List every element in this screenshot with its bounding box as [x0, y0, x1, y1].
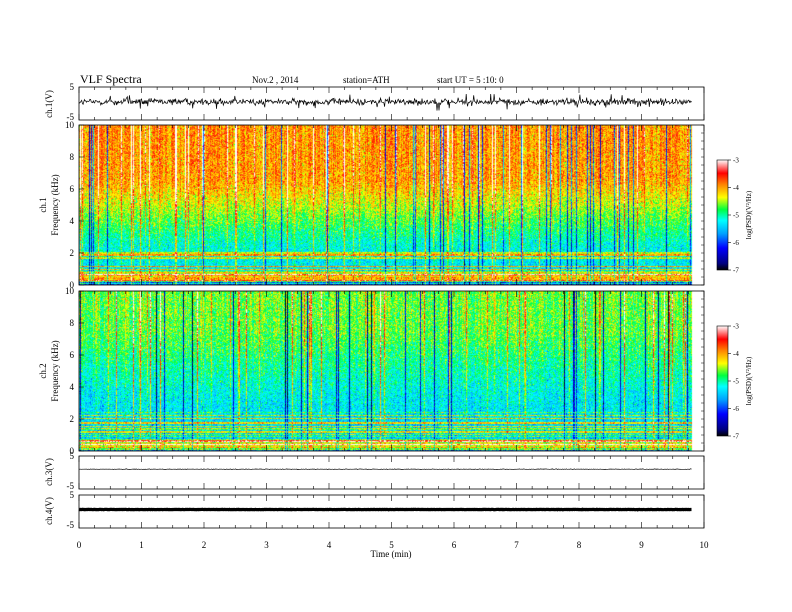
station-label: station=ATH: [343, 75, 390, 85]
ch2-colorbar-ticks: -3 -4 -5 -6 -7: [728, 323, 739, 441]
ch3-waveform-ylabel: ch.3(V): [44, 458, 54, 486]
freq-tick-label-6: 6: [70, 184, 75, 194]
ch1-spectrogram-panel: 0 2 4 6 8 10 ch.1 Frequency (kHz): [38, 120, 705, 290]
ch2-spectrogram-yticks: 0 2 4 6 8 10: [65, 286, 704, 456]
freq-tick-label-4: 4: [70, 382, 75, 392]
time-tick-label-10: 10: [700, 540, 710, 550]
ch3-waveform-xticks: [78, 456, 705, 489]
freq-tick-label-10: 10: [65, 120, 75, 130]
colorbar-tick-label--3: -3: [733, 323, 739, 331]
date-label: Nov.2 , 2014: [252, 75, 299, 85]
colorbar-tick-label--6: -6: [733, 239, 739, 247]
time-tick-label-6: 6: [452, 540, 457, 550]
ch3-ytick-top: 5: [70, 451, 75, 461]
freq-tick-label-6: 6: [70, 350, 75, 360]
ch3-waveform-panel: 5 -5 ch.3(V): [44, 451, 705, 491]
ch2-spectrogram-image: [79, 291, 704, 451]
ch2-colorbar-label: log(PSD)(V²/Hz): [745, 356, 753, 405]
freq-tick-label-10: 10: [65, 286, 75, 296]
colorbar-tick-label--3: -3: [733, 157, 739, 165]
time-tick-label-9: 9: [639, 540, 644, 550]
ch4-ytick-top: 5: [70, 490, 75, 500]
time-axis-label: Time (min): [371, 549, 412, 559]
ch2-colorbar: -3 -4 -5 -6 -7 log(PSD)(V²/Hz): [716, 323, 753, 441]
ch1-waveform-xticks: [78, 87, 705, 120]
colorbar-tick-label--7: -7: [733, 433, 739, 441]
colorbar-tick-label--7: -7: [733, 267, 739, 275]
freq-tick-label-2: 2: [70, 414, 75, 424]
ch1-spectrogram-xticks: [78, 125, 705, 285]
time-axis-tick-labels: 0 1 2 3 4 5 6 7 8 9 10: [77, 540, 709, 550]
time-tick-label-8: 8: [577, 540, 582, 550]
ch1-colorbar-label: log(PSD)(V²/Hz): [745, 190, 753, 239]
colorbar-tick-label--5: -5: [733, 212, 739, 220]
ch2-spectrogram-ylabel-channel: ch.2: [38, 363, 48, 378]
time-tick-label-0: 0: [77, 540, 82, 550]
ch3-ytick-bottom: -5: [67, 481, 75, 491]
freq-tick-label-8: 8: [70, 152, 75, 162]
freq-tick-label-0: 0: [70, 446, 75, 456]
time-tick-label-7: 7: [514, 540, 519, 550]
ch4-waveform-xticks: [78, 495, 705, 528]
ch1-colorbar-ticks: -3 -4 -5 -6 -7: [728, 157, 739, 275]
freq-tick-label-2: 2: [70, 248, 75, 258]
ch1-spectrogram-ylabel-freq: Frequency (kHz): [50, 174, 60, 235]
ch1-colorbar-scale: [716, 159, 729, 271]
ch1-waveform-ylabel: ch.1(V): [44, 90, 54, 118]
ch3-waveform-trace: [79, 468, 692, 471]
figure-title: VLF Spectra: [80, 72, 142, 86]
ch1-ytick-top: 5: [70, 82, 75, 92]
freq-tick-label-8: 8: [70, 318, 75, 328]
colorbar-tick-label--6: -6: [733, 405, 739, 413]
ch1-ytick-bottom: -5: [67, 112, 75, 122]
time-tick-label-1: 1: [139, 540, 144, 550]
ch4-waveform-trace: [78, 507, 692, 512]
ch2-spectrogram-panel: 0 2 4 6 8 10 ch.2 Frequency (kHz): [38, 286, 705, 456]
time-tick-label-4: 4: [327, 540, 332, 550]
colorbar-tick-label--4: -4: [733, 350, 739, 358]
colorbar-tick-label--4: -4: [733, 184, 739, 192]
colorbar-tick-label--5: -5: [733, 378, 739, 386]
time-tick-label-2: 2: [202, 540, 207, 550]
ch2-colorbar-scale: [716, 325, 729, 437]
ch1-colorbar: -3 -4 -5 -6 -7 log(PSD)(V²/Hz): [716, 157, 753, 275]
ch2-spectrogram-ylabel-freq: Frequency (kHz): [50, 340, 60, 401]
freq-tick-label-4: 4: [70, 216, 75, 226]
start-time-label: start UT = 5 :10: 0: [437, 75, 504, 85]
ch1-waveform-panel: 5 -5 ch.1(V): [44, 82, 705, 122]
freq-tick-label-0: 0: [70, 280, 75, 290]
ch1-waveform-trace: [78, 93, 692, 111]
time-tick-label-3: 3: [264, 540, 269, 550]
ch1-spectrogram-ylabel-channel: ch.1: [38, 197, 48, 212]
time-tick-label-5: 5: [389, 540, 394, 550]
ch2-spectrogram-xticks: [78, 291, 705, 451]
ch4-waveform-ylabel: ch.4(V): [44, 497, 54, 525]
ch1-spectrogram-image: [79, 125, 704, 285]
ch4-ytick-bottom: -5: [67, 520, 75, 530]
ch1-spectrogram-yticks: 0 2 4 6 8 10: [65, 120, 704, 290]
ch4-waveform-panel: 5 -5 ch.4(V): [44, 490, 705, 530]
